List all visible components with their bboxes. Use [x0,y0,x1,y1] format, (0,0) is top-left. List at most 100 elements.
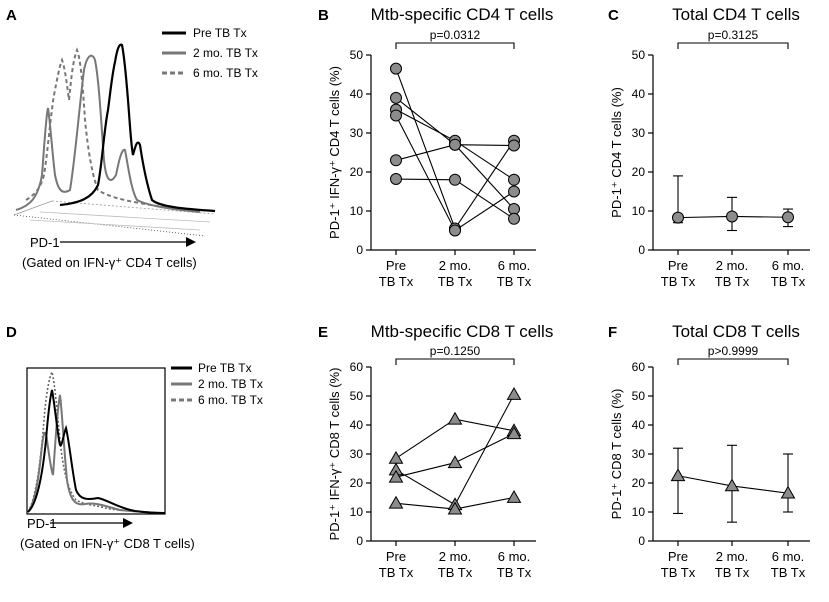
x-tick-label: Pre [386,258,406,273]
x-tick-label: 2 mo. [716,258,749,273]
panel-label-e: E [318,324,328,341]
y-tick-label: 0 [356,534,363,548]
significance-bracket [395,358,515,365]
y-tick-label: 20 [632,476,646,490]
y-tick-label: 20 [350,476,364,490]
x-tick-label: Pre [668,258,688,273]
data-point [506,387,522,400]
x-tick-label: TB Tx [438,274,473,289]
x-tick-label: 2 mo. [439,549,472,564]
x-tick-label: TB Tx [715,565,750,580]
panel-a-xaxis-label: PD-1 [30,235,60,250]
y-tick-label: 60 [350,360,364,374]
panel-d: D Pre TB Tx 2 mo. TB Tx 6 mo. TB Tx PD-1… [6,324,263,551]
panel-label-f: F [608,324,617,341]
legend-label-pre: Pre TB Tx [193,26,247,40]
y-tick-label: 30 [632,126,646,140]
x-tick-label: 2 mo. [439,258,472,273]
legend-label-2mo: 2 mo. TB Tx [193,46,258,60]
panel-a: A Pre TB Tx 2 mo. TB Tx 6 mo. TB Tx PD-1 [6,7,258,270]
significance-bracket [677,358,789,365]
series-line [395,418,515,459]
x-tick-label: 6 mo. [498,549,531,564]
x-tick-label: 6 mo. [498,258,531,273]
data-point [780,485,796,499]
panel-d-gate-label: (Gated on IFN-γ⁺ CD8 T cells) [20,536,195,551]
data-point [449,173,461,186]
data-point [506,426,522,440]
data-point [388,495,404,509]
histogram-6mo-cd8 [27,369,166,514]
data-point [782,211,794,224]
panel-a-legend: Pre TB Tx 2 mo. TB Tx 6 mo. TB Tx [162,26,258,80]
data-point [724,478,740,492]
x-tick-label: TB Tx [497,565,532,580]
panel-a-base [13,200,216,237]
y-tick-label: 60 [632,360,646,374]
histogram-pre-cd4 [59,43,216,213]
x-tick-label: Pre [668,549,688,564]
legend-label-pre-cd8: Pre TB Tx [198,361,252,375]
x-tick-label: TB Tx [771,274,806,289]
y-tick-label: 50 [632,389,646,403]
panel-a-xaxis-arrowhead [186,237,196,247]
x-tick-label: TB Tx [497,274,532,289]
data-point [390,109,402,122]
data-point [508,139,520,152]
y-tick-label: 0 [356,243,363,257]
y-tick-label: 10 [350,505,364,519]
significance-bracket [395,42,515,49]
x-tick-label: TB Tx [379,274,414,289]
data-point [390,173,402,186]
data-point [447,455,463,469]
y-tick-label: 0 [638,534,645,548]
panel-e: E Mtb-specific CD8 T cells 0 10 20 30 40 50 60 Pr… [318,322,553,580]
data-point [390,154,402,167]
chart-title: Mtb-specific CD4 T cells [371,5,554,24]
y-tick-label: 40 [350,87,364,101]
p-value: p=0.1250 [430,344,481,358]
x-tick-label: TB Tx [438,565,473,580]
y-tick-label: 20 [350,165,364,179]
x-tick-label: 6 mo. [772,549,805,564]
y-tick-label: 10 [632,204,646,218]
data-point [388,450,404,464]
data-point [506,489,522,503]
panel-d-xaxis-arrowhead [123,518,133,528]
y-tick-label: 40 [632,418,646,432]
series-line [395,394,515,506]
x-tick-label: TB Tx [715,274,750,289]
legend-label-6mo: 6 mo. TB Tx [193,66,258,80]
y-tick-label: 10 [350,204,364,218]
data-point [447,411,463,425]
histogram-2mo-cd8 [27,394,166,514]
p-value: p=0.0312 [430,28,481,42]
y-tick-label: 30 [632,447,646,461]
p-value: p=0.3125 [708,28,759,42]
legend-label-6mo-cd8: 6 mo. TB Tx [198,393,263,407]
x-tick-label: 2 mo. [716,549,749,564]
panel-label-d: D [6,324,17,341]
chart-title: Total CD4 T cells [672,5,800,24]
y-tick-label: 20 [632,165,646,179]
y-axis-label: PD-1⁺ CD8 T cells (%) [609,389,624,520]
y-tick-label: 40 [632,87,646,101]
data-point [508,173,520,186]
x-tick-label: TB Tx [661,565,696,580]
data-point [388,469,404,483]
y-axis-label: PD-1⁺ IFN-γ⁺ CD8 T cells (%) [327,368,342,541]
y-tick-label: 10 [632,505,646,519]
panel-d-frame [26,367,166,515]
panel-a-xaxis: PD-1 (Gated on IFN-γ⁺ CD4 T cells) [22,235,197,270]
significance-bracket [677,42,789,49]
panel-d-xaxis: PD-1 (Gated on IFN-γ⁺ CD8 T cells) [20,516,195,551]
histogram-2mo-cd4 [15,54,201,213]
panel-label-a: A [6,7,17,24]
chart-title: Total CD8 T cells [672,322,800,341]
chart-title: Mtb-specific CD8 T cells [371,322,554,341]
y-axis-label: PD-1⁺ IFN-γ⁺ CD4 T cells (%) [327,66,342,239]
legend-label-2mo-cd8: 2 mo. TB Tx [198,377,263,391]
panel-label-b: B [318,7,329,24]
